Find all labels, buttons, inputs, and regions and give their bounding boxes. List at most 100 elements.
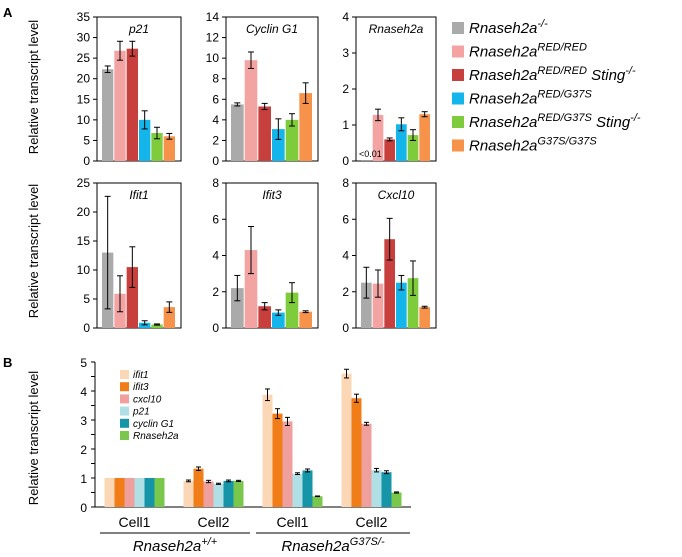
y-tick-label: 8	[212, 176, 219, 190]
y-tick-label: 0	[212, 154, 219, 168]
legend-swatch	[452, 45, 464, 58]
y-tick-label: 10	[206, 51, 220, 65]
panel-a-letter: A	[3, 5, 13, 20]
bar-2	[372, 283, 384, 328]
legend-entry: Rnaseh2aRED/G37S	[469, 89, 592, 108]
bar-rnaseh2a	[312, 496, 323, 507]
legend-entry: p21	[132, 407, 150, 418]
bar-6	[299, 93, 312, 161]
bar-1	[231, 104, 244, 161]
bar-4	[272, 312, 285, 328]
bar-3	[258, 106, 271, 161]
bar-5	[151, 133, 163, 161]
bar-4	[396, 282, 407, 328]
y-tick-label: 25	[77, 51, 91, 65]
panel-a-legend: Rnaseh2a-/- Rnaseh2aRED/RED Rnaseh2aRED/RE…	[452, 18, 641, 155]
legend-entry: cyclin G1	[133, 419, 174, 430]
y-tick-label: 20	[77, 72, 91, 86]
panel-a-chart-5: 0 2 4 6 8 Ifit3	[212, 176, 319, 335]
chart-title: Rnaseh2a	[369, 22, 424, 36]
bar-2	[372, 114, 384, 161]
bar-ifit1	[262, 394, 273, 507]
low-value-annotation: <0.01	[359, 149, 382, 159]
y-tick-label: 12	[206, 31, 220, 45]
y-tick-label: 0	[342, 321, 349, 335]
panel-a-ylabel-bottom: Relative transcript level	[26, 184, 41, 318]
y-tick-label: 10	[77, 113, 91, 127]
y-tick-label: 2	[80, 443, 87, 457]
y-tick-label: 8	[212, 72, 219, 86]
panel-a-ylabel-top: Relative transcript level	[26, 20, 41, 154]
y-tick-label: 3	[80, 414, 87, 428]
chart-title: Ifit3	[262, 188, 282, 202]
category-label: Cell2	[356, 514, 388, 530]
chart-title: p21	[128, 22, 149, 36]
chart-title: Cxcl10	[378, 188, 415, 202]
bar-4	[139, 119, 151, 161]
legend-entry: Rnaseh2a-/-	[469, 18, 548, 37]
category-label: Cell1	[119, 514, 151, 530]
bar-2	[244, 250, 258, 328]
y-tick-label: 4	[342, 249, 349, 263]
y-tick-label: 8	[342, 176, 349, 190]
y-tick-label: 6	[212, 212, 219, 226]
panel-a-chart-1: 0 5 10 15 20 25 30 35 p21	[77, 10, 182, 168]
legend-swatch	[452, 69, 464, 81]
legend-swatch	[452, 139, 464, 152]
y-tick-label: 35	[77, 10, 91, 24]
y-tick-label: 14	[206, 10, 220, 24]
y-tick-label: 0	[212, 321, 219, 335]
legend-swatch	[452, 92, 464, 105]
y-tick-label: 4	[342, 10, 349, 24]
y-tick-label: 5	[83, 292, 90, 306]
panel-b-ylabel: Relative transcript level	[26, 371, 41, 505]
legend-swatch	[120, 370, 129, 379]
y-tick-label: 0	[83, 154, 90, 168]
y-tick-label: 0	[342, 154, 349, 168]
legend-swatch	[120, 394, 129, 404]
legend-swatch	[120, 406, 129, 416]
y-tick-label: 6	[342, 212, 349, 226]
bar-ifit3	[272, 413, 283, 507]
legend-swatch	[120, 382, 129, 392]
bar-ifit3	[193, 468, 204, 507]
bar-1	[102, 69, 114, 161]
y-tick-label: 2	[212, 133, 219, 147]
bar-3	[384, 139, 395, 161]
bar-cyclin-g1	[144, 478, 155, 507]
panel-a-chart-2: 0 2 4 6 8 10 12 14 Cyclin G1	[206, 10, 319, 168]
legend-swatch	[120, 431, 129, 440]
bar-ifit1	[104, 478, 115, 507]
y-tick-label: 2	[212, 285, 219, 299]
bar-6	[163, 136, 175, 161]
bar-rnaseh2a	[233, 480, 244, 507]
bar-3	[126, 48, 138, 161]
legend-swatch	[120, 418, 129, 428]
panel-b-letter: B	[3, 355, 12, 370]
panel-a-chart-4: 0 5 10 15 20 25 Ifit1	[77, 176, 182, 335]
bar-cyclin-g1	[381, 472, 392, 507]
bar-cyclin-g1	[223, 480, 234, 507]
genotype-label: Rnaseh2aG37S/-	[281, 536, 385, 555]
category-label: Cell2	[198, 514, 230, 530]
legend-swatch	[452, 116, 464, 128]
bar-cxcl10	[361, 423, 372, 507]
bar-5	[407, 278, 419, 328]
bar-1	[361, 282, 372, 328]
bar-6	[163, 307, 175, 328]
bar-4	[139, 322, 151, 328]
legend-entry: Rnaseh2aRED/G37S Sting-/-	[469, 112, 641, 131]
y-tick-label: 30	[77, 31, 91, 45]
bar-p21	[371, 470, 382, 507]
y-tick-label: 6	[212, 92, 219, 106]
legend-swatch	[452, 22, 464, 34]
bar-cxcl10	[124, 478, 135, 507]
bar-cxcl10	[203, 481, 214, 507]
bar-5	[407, 135, 419, 161]
bar-6	[419, 114, 430, 161]
genotype-label: Rnaseh2a+/+	[133, 536, 218, 555]
y-tick-label: 1	[80, 472, 87, 486]
bar-rnaseh2a	[154, 478, 165, 507]
y-tick-label: 20	[77, 205, 91, 219]
chart-title: Cyclin G1	[246, 22, 298, 36]
